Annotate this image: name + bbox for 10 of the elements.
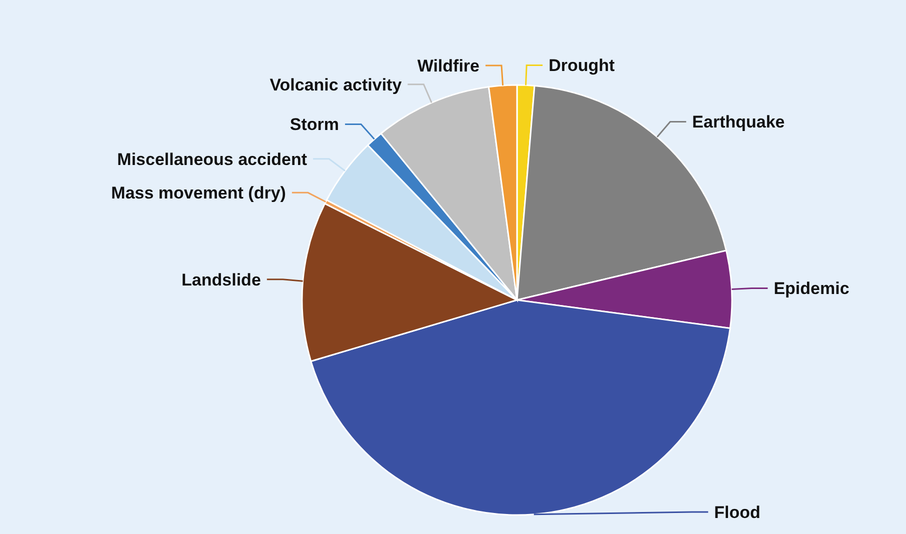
- slice-label: Earthquake: [692, 112, 785, 132]
- slice-label: Wildfire: [417, 56, 480, 76]
- slice-label: Storm: [290, 115, 340, 134]
- slice-label: Mass movement (dry): [111, 184, 286, 203]
- slice-label: Epidemic: [774, 279, 850, 298]
- slice-label: Drought: [548, 56, 616, 76]
- slice-label: Miscellaneous accident: [117, 150, 308, 169]
- slice-label: Flood: [714, 502, 760, 522]
- slice-label: Landslide: [182, 270, 261, 290]
- slice-label: Volcanic activity: [270, 75, 402, 94]
